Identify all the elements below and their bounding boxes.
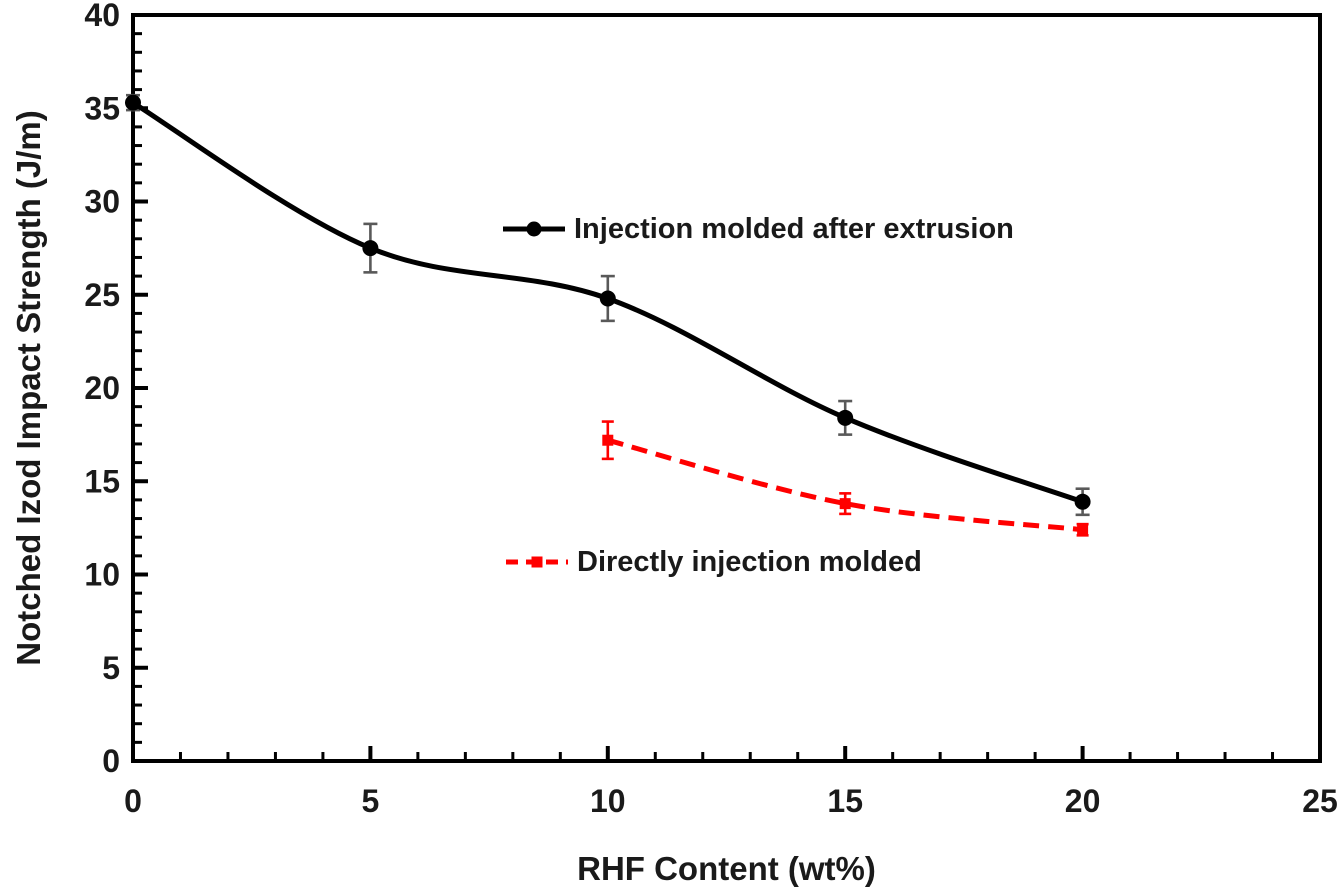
data-point-square xyxy=(602,434,614,446)
data-point-circle xyxy=(599,290,616,307)
series-line xyxy=(607,437,1083,533)
legend-label: Injection molded after extrusion xyxy=(574,212,1014,245)
legend-item-directly-injection-molded: Directly injection molded xyxy=(506,539,922,585)
legend-item-injection-molded-after-extrusion: Injection molded after extrusion xyxy=(503,206,1014,252)
y-tick-label: 30 xyxy=(84,184,120,220)
x-tick-label: 15 xyxy=(827,783,863,819)
y-tick-label: 0 xyxy=(102,743,120,779)
data-point-circle xyxy=(837,409,854,426)
y-tick-label: 25 xyxy=(84,277,120,313)
x-tick-label: 10 xyxy=(590,783,626,819)
data-point-square xyxy=(839,498,851,510)
y-tick-label: 40 xyxy=(84,0,120,33)
x-axis-title: RHF Content (wt%) xyxy=(577,850,876,887)
data-point-circle xyxy=(362,240,379,257)
y-tick-label: 10 xyxy=(84,557,120,593)
y-axis-title: Notched Izod Impact Strength (J/m) xyxy=(10,110,47,666)
data-point-circle xyxy=(125,94,141,111)
legend-swatch-solid-line-circle-marker xyxy=(503,221,565,237)
data-point-circle xyxy=(1074,493,1091,510)
x-tick-label: 20 xyxy=(1065,783,1101,819)
y-tick-label: 35 xyxy=(84,90,120,126)
y-tick-label: 5 xyxy=(102,650,120,686)
legend-swatch-dashed-line-square-marker xyxy=(506,556,568,568)
y-tick-label: 20 xyxy=(84,370,120,406)
x-tick-label: 5 xyxy=(362,783,380,819)
x-tick-label: 0 xyxy=(124,783,142,819)
x-tick-label: 25 xyxy=(1302,783,1338,819)
legend-label: Directly injection molded xyxy=(577,545,922,578)
data-point-square xyxy=(1077,524,1089,536)
plot-frame xyxy=(131,13,1322,763)
y-tick-label: 15 xyxy=(84,463,120,499)
